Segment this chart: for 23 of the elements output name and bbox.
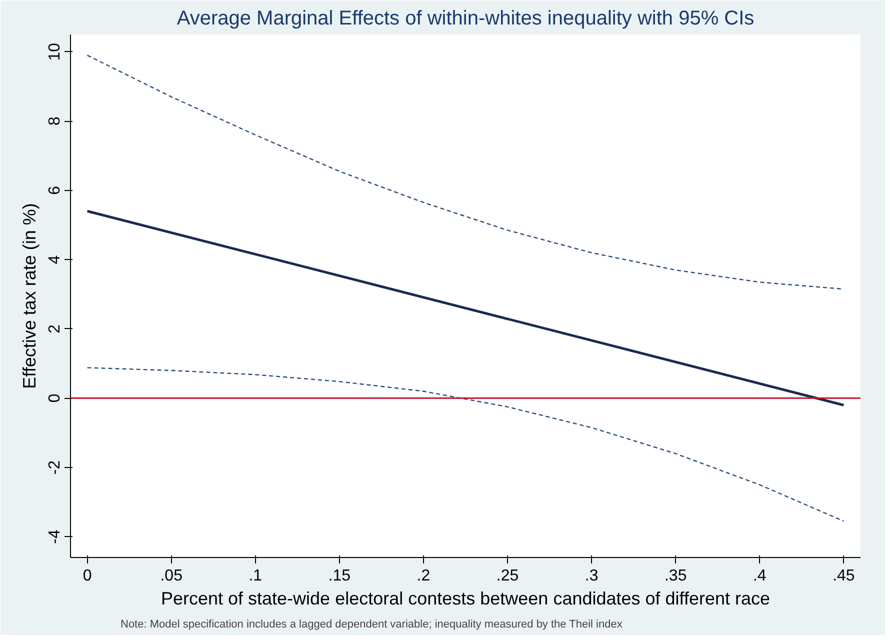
chart-title: Average Marginal Effects of within-whites inequality with 95% CIs	[176, 8, 754, 30]
x-tick-label: .1	[248, 568, 262, 584]
x-tick-label: .35	[664, 568, 687, 584]
x-tick-label: .4	[752, 568, 766, 584]
y-tick-label: 4	[46, 255, 64, 264]
y-axis-title: Effective tax rate (in %)	[20, 203, 40, 389]
y-tick-label: 8	[46, 116, 64, 126]
text: Note: Model specification includes a lagged dependent variable; inequality measured by the Theil index	[120, 618, 623, 630]
y-tick-label: -4	[46, 530, 64, 544]
x-tick-label: .2	[416, 568, 430, 584]
y-tick-label: 6	[46, 186, 64, 195]
x-tick-label: .15	[328, 568, 351, 584]
line-series	[86, 367, 844, 522]
y-tick-label: -2	[46, 460, 64, 475]
x-tick-label: .3	[584, 568, 598, 584]
x-tick-label: .45	[832, 568, 855, 584]
x-axis-title: Percent of state-wide electoral contests between candidates of different race	[160, 588, 770, 608]
x-tick-label: .05	[160, 568, 183, 584]
x-tick-label: .25	[496, 568, 519, 584]
y-tick-label: 2	[46, 324, 64, 334]
x-tick-label: 0	[82, 568, 92, 584]
y-tick-label: 10	[46, 42, 64, 61]
y-tick-label: 0	[46, 394, 64, 403]
